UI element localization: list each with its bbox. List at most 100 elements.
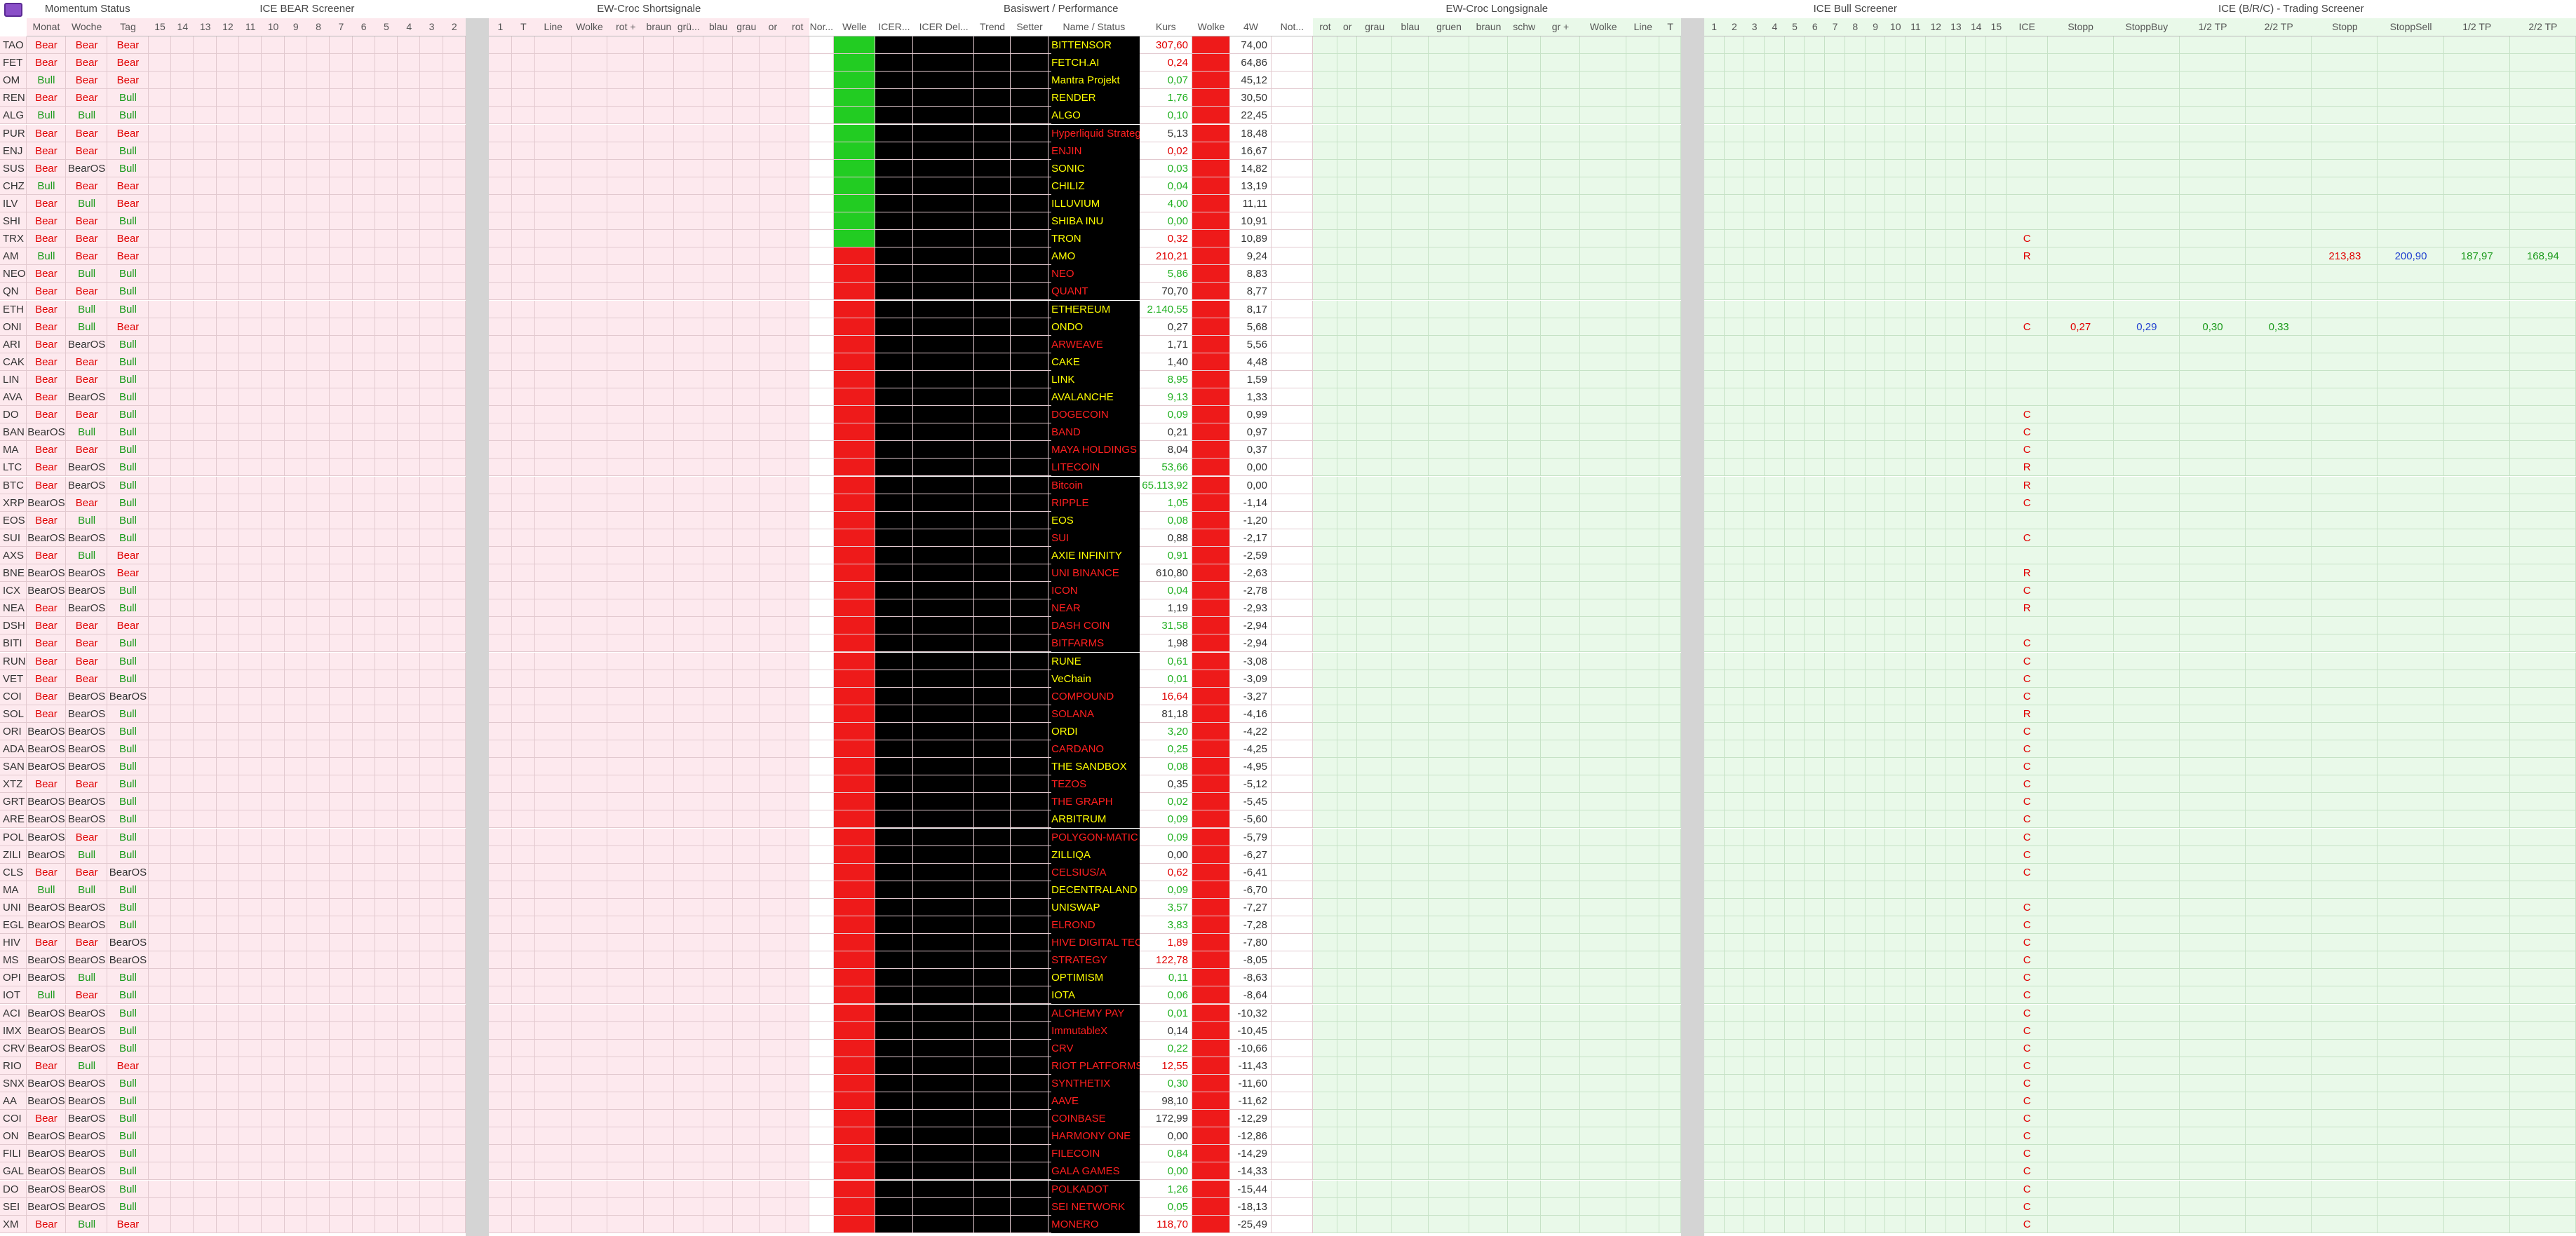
cell-bg (913, 335, 975, 353)
cell-bg (1540, 36, 1581, 55)
cell-bg (443, 705, 466, 723)
cell-bg (1271, 36, 1313, 55)
cell-bg (785, 194, 809, 212)
cell-bg (534, 511, 572, 529)
cell-bg (1357, 107, 1392, 125)
cell-bg (760, 247, 786, 266)
cell-bg (194, 1021, 217, 1040)
cell-bg (1010, 599, 1049, 618)
price: 0,27 (1140, 318, 1188, 336)
cell-bg (420, 300, 443, 318)
cell-bg (2179, 687, 2246, 705)
cell-bg (1805, 722, 1826, 740)
cell-bg (2246, 758, 2312, 776)
cell-bg (607, 599, 645, 618)
cell-bg (443, 1004, 466, 1022)
cell-bg (2113, 986, 2180, 1005)
momentum-day: Bull (107, 212, 149, 230)
cell-bg (1805, 758, 1826, 776)
cell-bg (1312, 212, 1338, 231)
cell-bg (534, 89, 572, 107)
cell-bg (284, 564, 307, 583)
momentum-week: BearOS (66, 951, 107, 969)
cell-bg (1744, 986, 1765, 1005)
ticker: NEO (3, 265, 27, 283)
asset-name: ORDI (1051, 722, 1140, 740)
cell-bg (644, 986, 674, 1005)
cell-bg (284, 72, 307, 90)
cell-bg (1825, 335, 1845, 353)
cell-bg (2179, 247, 2246, 266)
cell-bg (607, 89, 645, 107)
cell-bg (375, 529, 398, 547)
cell-bg (2312, 370, 2378, 388)
ice-signal: C (2007, 634, 2048, 652)
cell-bg (2443, 72, 2510, 90)
cell-bg (488, 142, 512, 160)
cell-bg (398, 335, 421, 353)
cell-bg (913, 142, 975, 160)
cell-bg (809, 388, 834, 407)
cell-bg (673, 705, 703, 723)
cell-bg (2246, 775, 2312, 794)
cell-bg (1626, 36, 1660, 55)
price: 0,04 (1140, 582, 1188, 599)
cell-bg (1906, 934, 1926, 952)
cell-bg (733, 494, 760, 512)
performance-4w: 0,00 (1230, 459, 1267, 476)
cell-bg (352, 353, 375, 371)
cell-bg (703, 916, 734, 935)
cell-bg (760, 142, 786, 160)
cell-bg (1010, 230, 1049, 248)
cell-bg (2443, 353, 2510, 371)
cell-bg (2047, 247, 2114, 266)
cell-bg (1906, 652, 1926, 670)
cell-bg (1010, 582, 1049, 600)
cell-bg (1966, 705, 1986, 723)
cell-bg (1391, 300, 1429, 318)
momentum-week: BearOS (66, 740, 107, 758)
cell-bg (1825, 318, 1845, 336)
cell-bg (2246, 863, 2312, 881)
cell-bg (1966, 212, 1986, 231)
cell-bg (420, 758, 443, 776)
cell-bg (511, 951, 535, 970)
cell-bg (352, 916, 375, 935)
cell-bg (809, 845, 834, 864)
ticker: SUI (3, 529, 27, 547)
cell-bg (2047, 406, 2114, 424)
cell-bg (352, 934, 375, 952)
cell-bg (2443, 124, 2510, 142)
cell-bg (703, 511, 734, 529)
cell-bg (1784, 810, 1805, 829)
cell-bg (1885, 388, 1906, 407)
price: 1,71 (1140, 336, 1188, 353)
cell-bg (148, 511, 172, 529)
cell-bg (1985, 582, 2007, 600)
cell-bg (1192, 159, 1231, 177)
cell-bg (673, 89, 703, 107)
cell-bg (2047, 546, 2114, 564)
cell-bg (1865, 934, 1886, 952)
cell-bg (2443, 177, 2510, 195)
cell-bg (2443, 986, 2510, 1005)
column-header: 12 (1925, 18, 1946, 36)
cell-bg (1192, 986, 1231, 1005)
cell-bg (1391, 546, 1429, 564)
cell-bg (1825, 1021, 1845, 1040)
cell-bg (1885, 1039, 1906, 1057)
cell-bg (1885, 265, 1906, 283)
cell-bg (2378, 722, 2444, 740)
cell-bg (673, 775, 703, 794)
cell-bg (733, 265, 760, 283)
cell-bg (239, 177, 262, 195)
cell-bg (375, 828, 398, 846)
cell-bg (809, 353, 834, 371)
cell-bg (420, 687, 443, 705)
cell-bg (306, 634, 330, 653)
cell-bg (785, 388, 809, 407)
price: 0,08 (1140, 758, 1188, 775)
cell-bg (875, 881, 914, 899)
trade-level: 200,90 (2378, 247, 2443, 265)
cell-bg (809, 1004, 834, 1022)
